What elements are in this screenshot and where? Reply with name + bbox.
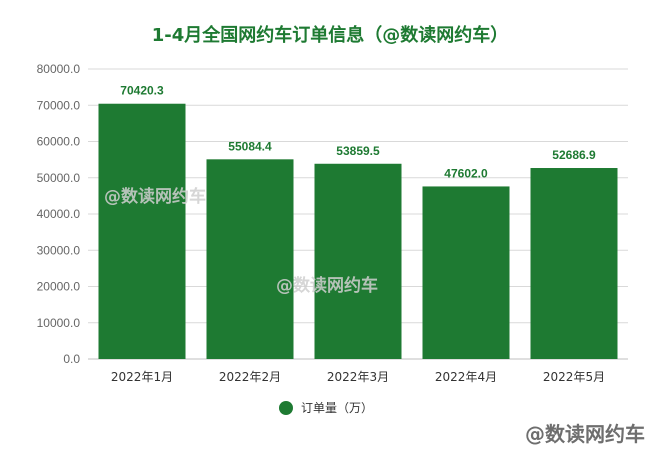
y-tick-label: 20000.0 [37,280,81,294]
bar [422,186,510,359]
bar [530,168,618,359]
data-label: 53859.5 [336,144,380,158]
x-tick-label: 2022年3月 [327,370,389,384]
y-tick-label: 80000.0 [37,62,81,76]
x-tick-label: 2022年2月 [219,370,281,384]
x-tick-label: 2022年1月 [111,370,173,384]
legend: 订单量（万） [279,401,373,415]
y-tick-label: 10000.0 [37,316,81,330]
bar [98,103,186,359]
x-tick-label: 2022年5月 [543,370,605,384]
legend-swatch [279,401,293,415]
data-label: 47602.0 [444,166,488,180]
bar [314,163,402,359]
data-labels: 70420.3 55084.4 53859.5 47602.0 52686.9 [120,84,596,181]
x-axis-ticks: 2022年1月 2022年2月 2022年3月 2022年4月 2022年5月 [111,370,605,384]
y-axis-ticks: 0.0 10000.0 20000.0 30000.0 40000.0 50000.0 60… [37,62,81,366]
watermarks: @数读网约车 @数读网约车 @数读网约车 [104,186,645,446]
watermark: @数读网约车 [104,186,206,207]
y-tick-label: 40000.0 [37,207,81,221]
watermark: @数读网约车 [525,422,645,446]
data-label: 70420.3 [120,84,164,98]
data-label: 55084.4 [228,139,272,153]
bars [98,103,618,359]
y-tick-label: 0.0 [63,352,80,366]
y-tick-label: 60000.0 [37,135,81,149]
watermark: @数读网约车 [276,275,378,296]
x-tick-label: 2022年4月 [435,370,497,384]
y-tick-label: 30000.0 [37,243,81,257]
data-label: 52686.9 [552,148,596,162]
bar [206,159,294,359]
legend-label: 订单量（万） [301,401,373,415]
y-tick-label: 70000.0 [37,98,81,112]
chart-title: 1-4月全国网约车订单信息（@数读网约车） [152,24,509,46]
y-tick-label: 50000.0 [37,171,81,185]
